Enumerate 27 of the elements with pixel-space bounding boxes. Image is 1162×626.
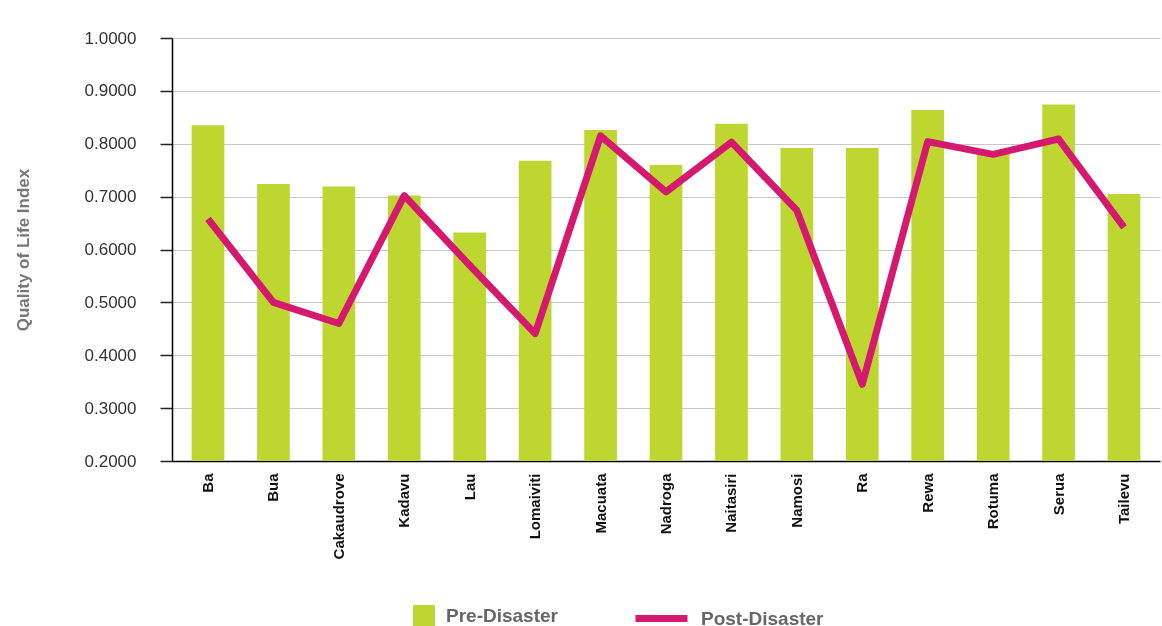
x-tick-label: Lau <box>460 473 478 501</box>
y-tick-label: 0.5000 <box>84 292 137 312</box>
x-tick-label: Cakaudrove <box>329 473 347 560</box>
y-tick-label: 0.4000 <box>84 345 137 365</box>
x-tick-label: Kadavu <box>395 473 413 528</box>
x-tick-label: Lomaiviti <box>526 473 544 540</box>
x-tick-label: Nadroga <box>657 472 674 535</box>
x-tick-label: Rewa <box>918 472 936 513</box>
y-tick-label: 0.8000 <box>84 134 137 154</box>
legend-label: Post-Disaster <box>701 607 825 626</box>
x-tick-label: Serua <box>1049 472 1067 516</box>
x-tick-label: Tailevu <box>1115 473 1133 525</box>
x-tick-label: Rotuma <box>984 472 1002 530</box>
x-tick-label: Naitasiri <box>722 473 740 533</box>
y-tick-label: 1.0000 <box>84 28 137 48</box>
legend-label: Pre-Disaster <box>446 605 559 626</box>
y-tick-label: 0.3000 <box>84 398 137 418</box>
y-tick-label: 0.9000 <box>84 81 137 101</box>
y-tick-label: 0.2000 <box>84 451 137 471</box>
x-tick-label: Ra <box>853 472 871 493</box>
x-tick-label: Ba <box>198 472 216 493</box>
x-tick-label: Macuata <box>591 472 609 534</box>
y-tick-label: 0.6000 <box>84 240 137 259</box>
x-tick-label: Namosi <box>787 473 805 528</box>
x-tick-label: Bua <box>264 472 282 502</box>
y-axis-title: Quality of Life Index <box>13 168 33 332</box>
y-tick-label: 0.7000 <box>84 187 137 207</box>
